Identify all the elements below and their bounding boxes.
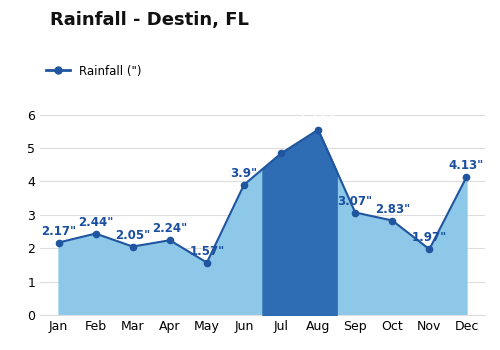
- Text: 4.84": 4.84": [264, 135, 299, 148]
- Text: 2.17": 2.17": [41, 225, 76, 238]
- Text: 2.83": 2.83": [374, 203, 410, 216]
- Text: 5.55": 5.55": [300, 112, 336, 125]
- Text: 1.57": 1.57": [189, 245, 224, 258]
- Text: 2.05": 2.05": [115, 229, 150, 241]
- Text: 1.97": 1.97": [412, 231, 447, 244]
- Text: 2.24": 2.24": [152, 222, 188, 235]
- Text: 3.9": 3.9": [230, 167, 258, 180]
- Text: 4.13": 4.13": [449, 159, 484, 172]
- Text: Rainfall - Destin, FL: Rainfall - Destin, FL: [50, 10, 249, 28]
- Text: 2.44": 2.44": [78, 216, 114, 229]
- Text: 3.07": 3.07": [338, 195, 373, 208]
- Legend: Rainfall ("): Rainfall ("): [46, 65, 142, 78]
